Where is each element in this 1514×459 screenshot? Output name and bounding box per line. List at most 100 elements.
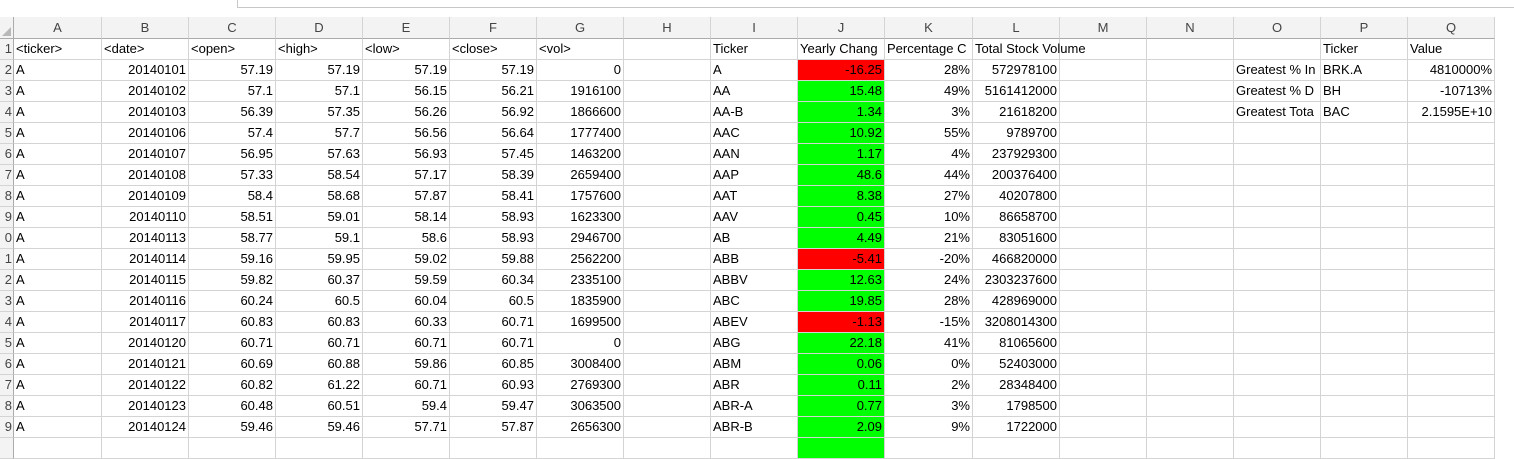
row-header[interactable]: 9 — [0, 207, 14, 228]
data-cell[interactable]: A — [14, 165, 102, 186]
cell[interactable] — [1147, 144, 1234, 165]
cell[interactable] — [1060, 270, 1147, 291]
data-cell[interactable]: 60.71 — [450, 312, 537, 333]
yearly-change-cell[interactable]: -16.25 — [798, 60, 885, 81]
cell[interactable] — [624, 375, 711, 396]
ticker-cell[interactable]: ABM — [711, 354, 798, 375]
data-cell[interactable]: 57.35 — [276, 102, 363, 123]
data-cell[interactable]: 2656300 — [537, 417, 624, 438]
cell[interactable] — [1060, 375, 1147, 396]
yearly-change-cell[interactable]: 1.34 — [798, 102, 885, 123]
cell[interactable] — [624, 165, 711, 186]
row-header[interactable]: 9 — [0, 417, 14, 438]
ticker-cell[interactable]: AAN — [711, 144, 798, 165]
data-cell[interactable]: 1699500 — [537, 312, 624, 333]
greatest-ticker-cell[interactable]: BAC — [1321, 102, 1408, 123]
cell[interactable] — [1408, 186, 1495, 207]
cell[interactable] — [1321, 354, 1408, 375]
total-volume-cell[interactable]: 3208014300 — [973, 312, 1060, 333]
data-cell[interactable]: 58.68 — [276, 186, 363, 207]
cell[interactable] — [189, 438, 276, 459]
column-header-a[interactable]: A — [14, 17, 102, 39]
cell[interactable] — [1321, 270, 1408, 291]
data-cell[interactable]: 57.19 — [276, 60, 363, 81]
data-cell[interactable]: 56.64 — [450, 123, 537, 144]
cell[interactable] — [624, 228, 711, 249]
yearly-change-cell[interactable]: 2.09 — [798, 417, 885, 438]
data-cell[interactable]: A — [14, 270, 102, 291]
cell[interactable] — [1234, 312, 1321, 333]
cell[interactable] — [1408, 438, 1495, 459]
data-cell[interactable]: 2562200 — [537, 249, 624, 270]
data-cell[interactable]: 57.87 — [363, 186, 450, 207]
total-volume-cell[interactable]: 1798500 — [973, 396, 1060, 417]
yearly-change-cell[interactable]: 12.63 — [798, 270, 885, 291]
cell[interactable] — [1147, 396, 1234, 417]
data-cell[interactable]: 60.88 — [276, 354, 363, 375]
row-header[interactable]: 2 — [0, 270, 14, 291]
header-cell[interactable]: <date> — [102, 39, 189, 60]
yearly-change-cell[interactable]: 19.85 — [798, 291, 885, 312]
data-cell[interactable]: 57.63 — [276, 144, 363, 165]
data-cell[interactable]: 59.46 — [276, 417, 363, 438]
data-cell[interactable]: 60.71 — [189, 333, 276, 354]
cell[interactable] — [1147, 165, 1234, 186]
header-cell[interactable]: <vol> — [537, 39, 624, 60]
percentage-change-cell[interactable]: 41% — [885, 333, 973, 354]
data-cell[interactable]: 20140114 — [102, 249, 189, 270]
cell[interactable] — [885, 438, 973, 459]
cell[interactable] — [1408, 291, 1495, 312]
ticker-cell[interactable]: ABG — [711, 333, 798, 354]
cell[interactable] — [1147, 207, 1234, 228]
data-cell[interactable]: 59.46 — [189, 417, 276, 438]
total-volume-cell[interactable]: 81065600 — [973, 333, 1060, 354]
row-header[interactable]: 5 — [0, 123, 14, 144]
cell[interactable] — [1060, 165, 1147, 186]
cell[interactable] — [1147, 417, 1234, 438]
cell[interactable] — [1234, 333, 1321, 354]
cell[interactable] — [1060, 123, 1147, 144]
percentage-change-cell[interactable]: 24% — [885, 270, 973, 291]
cell[interactable] — [14, 438, 102, 459]
cell[interactable] — [1408, 333, 1495, 354]
cell[interactable] — [1060, 228, 1147, 249]
ticker-cell[interactable]: ABC — [711, 291, 798, 312]
cell[interactable] — [1060, 291, 1147, 312]
data-cell[interactable]: 56.95 — [189, 144, 276, 165]
data-cell[interactable]: 60.71 — [363, 333, 450, 354]
data-cell[interactable]: 59.16 — [189, 249, 276, 270]
percentage-change-cell[interactable]: 49% — [885, 81, 973, 102]
data-cell[interactable]: 58.54 — [276, 165, 363, 186]
cell[interactable] — [1234, 123, 1321, 144]
yearly-change-cell[interactable]: 10.92 — [798, 123, 885, 144]
row-header[interactable]: 0 — [0, 228, 14, 249]
cell[interactable] — [1234, 396, 1321, 417]
column-header-k[interactable]: K — [885, 17, 973, 39]
data-cell[interactable]: 57.1 — [276, 81, 363, 102]
cell[interactable] — [1147, 438, 1234, 459]
cell[interactable] — [624, 249, 711, 270]
data-cell[interactable]: A — [14, 249, 102, 270]
yearly-change-cell[interactable]: -1.13 — [798, 312, 885, 333]
cell[interactable] — [1060, 186, 1147, 207]
greatest-label-cell[interactable]: Greatest Tota — [1234, 102, 1321, 123]
data-cell[interactable]: 20140106 — [102, 123, 189, 144]
cell[interactable] — [973, 438, 1060, 459]
data-cell[interactable]: 1866600 — [537, 102, 624, 123]
cell[interactable] — [1147, 375, 1234, 396]
data-cell[interactable]: 20140120 — [102, 333, 189, 354]
cell[interactable] — [1321, 375, 1408, 396]
greatest-value-cell[interactable]: 4810000% — [1408, 60, 1495, 81]
greatest-label-cell[interactable]: Greatest % In — [1234, 60, 1321, 81]
data-cell[interactable]: 60.33 — [363, 312, 450, 333]
formula-bar[interactable] — [237, 0, 1514, 8]
yearly-change-cell[interactable]: 8.38 — [798, 186, 885, 207]
data-cell[interactable]: A — [14, 81, 102, 102]
cell[interactable] — [1234, 186, 1321, 207]
cell[interactable] — [1060, 144, 1147, 165]
column-header-j[interactable]: J — [798, 17, 885, 39]
data-cell[interactable]: 3008400 — [537, 354, 624, 375]
data-cell[interactable]: 58.39 — [450, 165, 537, 186]
yearly-change-cell[interactable]: 4.49 — [798, 228, 885, 249]
column-header-n[interactable]: N — [1147, 17, 1234, 39]
